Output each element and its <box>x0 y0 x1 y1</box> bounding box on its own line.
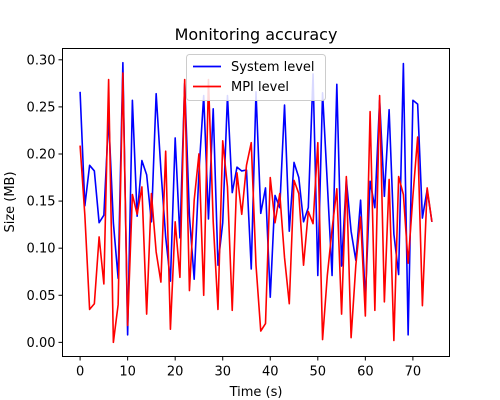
legend-label-system-level: System level <box>231 60 315 75</box>
x-tick-label: 60 <box>357 365 374 380</box>
y-axis-label: Size (MB) <box>3 171 18 232</box>
y-tick-label: 0.15 <box>27 195 56 210</box>
x-tick-label: 40 <box>262 365 279 380</box>
y-tick-label: 0.30 <box>27 53 56 68</box>
x-tick-label: 70 <box>405 365 422 380</box>
x-axis-label: Time (s) <box>229 385 283 400</box>
x-axis: 0 10 20 30 40 50 60 70 <box>76 356 422 380</box>
x-tick-label: 10 <box>119 365 136 380</box>
legend-frame <box>186 54 326 101</box>
plot-series <box>79 61 433 344</box>
x-tick-label: 30 <box>214 365 231 380</box>
axes-frame <box>62 48 450 357</box>
y-axis: 0.00 0.05 0.10 0.15 0.20 0.25 0.30 <box>27 53 63 351</box>
legend-label-mpi-level: MPI level <box>231 80 289 95</box>
x-tick-label: 20 <box>167 365 184 380</box>
x-tick-label: 50 <box>310 365 327 380</box>
y-tick-label: 0.25 <box>27 100 56 115</box>
y-tick-label: 0.10 <box>27 242 56 257</box>
legend: System level MPI level <box>186 54 326 101</box>
y-tick-label: 0.00 <box>27 336 56 351</box>
series-line-mpi-level <box>79 72 433 344</box>
chart-title: Monitoring accuracy <box>175 25 338 44</box>
y-tick-label: 0.20 <box>27 147 56 162</box>
y-tick-label: 0.05 <box>27 289 56 304</box>
x-tick-label: 0 <box>76 365 84 380</box>
